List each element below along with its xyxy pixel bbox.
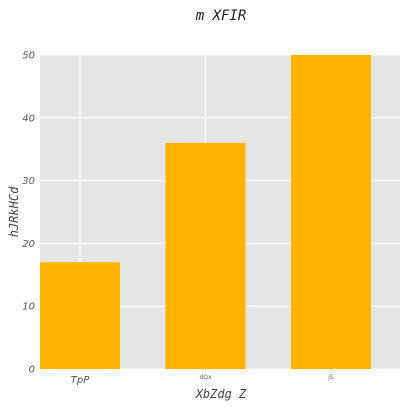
x-tick-label: jS [327, 374, 334, 381]
x-tick-label: dQx [199, 374, 212, 381]
x-tick-label: TpP [71, 375, 90, 386]
x-tick-labels: TpP dQx jS [71, 374, 334, 386]
bar-TpP [40, 262, 120, 369]
y-axis-label: hJRkHCd [7, 186, 21, 237]
chart-title: m XFIR [195, 8, 247, 24]
x-axis-label: XbZdg Z [195, 387, 247, 401]
y-tick-label: 0 [29, 365, 35, 376]
y-tick-labels: 0 10 20 30 40 50 [22, 51, 35, 376]
y-tick-label: 30 [22, 176, 35, 187]
y-tick-label: 20 [22, 239, 35, 250]
y-tick-label: 40 [22, 113, 35, 124]
y-tick-label: 10 [22, 302, 35, 313]
bar-dQx [165, 142, 246, 369]
y-tick-label: 50 [22, 51, 35, 62]
bar-jS [291, 55, 371, 369]
bars-group [40, 55, 371, 369]
